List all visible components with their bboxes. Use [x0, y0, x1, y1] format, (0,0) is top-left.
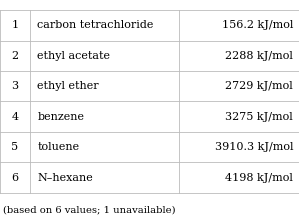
- Text: toluene: toluene: [37, 142, 80, 152]
- Text: ethyl ether: ethyl ether: [37, 81, 99, 91]
- Text: (based on 6 values; 1 unavailable): (based on 6 values; 1 unavailable): [3, 205, 176, 214]
- Text: 2: 2: [11, 51, 19, 61]
- Text: 2288 kJ/mol: 2288 kJ/mol: [225, 51, 293, 61]
- Text: 6: 6: [11, 173, 19, 183]
- Text: 1: 1: [11, 20, 19, 30]
- Text: 5: 5: [11, 142, 19, 152]
- Text: 3910.3 kJ/mol: 3910.3 kJ/mol: [214, 142, 293, 152]
- Text: benzene: benzene: [37, 112, 84, 122]
- Text: ethyl acetate: ethyl acetate: [37, 51, 110, 61]
- Text: 2729 kJ/mol: 2729 kJ/mol: [225, 81, 293, 91]
- Text: 4: 4: [11, 112, 19, 122]
- Text: N–hexane: N–hexane: [37, 173, 93, 183]
- Text: 156.2 kJ/mol: 156.2 kJ/mol: [222, 20, 293, 30]
- Text: 4198 kJ/mol: 4198 kJ/mol: [225, 173, 293, 183]
- Text: carbon tetrachloride: carbon tetrachloride: [37, 20, 154, 30]
- Text: 3: 3: [11, 81, 19, 91]
- Text: 3275 kJ/mol: 3275 kJ/mol: [225, 112, 293, 122]
